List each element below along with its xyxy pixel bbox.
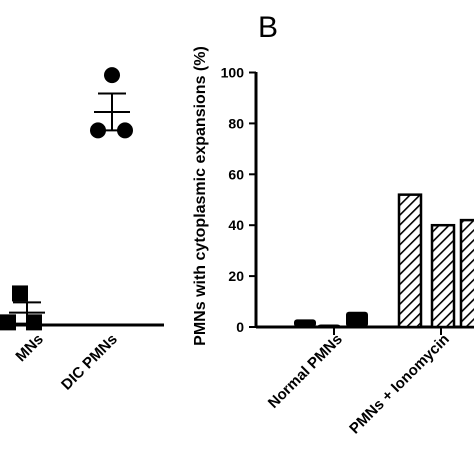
panel-b-bar-solid xyxy=(346,311,368,327)
panel-b-y-tick-label: 80 xyxy=(228,115,244,131)
panel-b-y-axis-title: PMNs with cytoplasmic expansions (%) xyxy=(192,46,209,346)
panel-b-bar-solid xyxy=(318,324,340,327)
panel-b-y-ticks: 0 20 40 60 80 100 xyxy=(221,65,256,335)
panel-b-y-tick-label: 40 xyxy=(228,217,244,233)
panel-b-bar-chart: B PMNs with cytoplasmic expansions (%) 0… xyxy=(192,11,474,437)
panel-b-letter: B xyxy=(258,11,278,44)
panel-b-bars xyxy=(294,193,474,329)
panel-b-category-label-ionomycin: PMNs + Ionomycin xyxy=(346,331,453,438)
panel-a-point-square xyxy=(12,285,28,302)
panel-b-y-tick-label: 60 xyxy=(228,166,244,182)
panel-a-category-label-dic: DIC PMNs xyxy=(58,331,121,394)
panel-b-bar-solid xyxy=(294,319,316,327)
panel-b-y-tick-label: 20 xyxy=(228,268,244,284)
panel-a-point-square xyxy=(26,314,42,331)
panel-a-point-circle xyxy=(104,67,120,84)
panel-a-marks xyxy=(0,67,133,331)
panel-a-point-square xyxy=(0,314,16,331)
panel-a-category-label-normal: MNs xyxy=(12,331,46,365)
panel-b-bar-hatched xyxy=(430,223,456,329)
panel-b-bar-hatched xyxy=(459,218,474,329)
panel-a-scatter: MNs DIC PMNs xyxy=(0,67,164,394)
panel-b-y-tick-label: 100 xyxy=(221,65,245,81)
panel-b-bar-hatched xyxy=(397,193,423,329)
panel-b-category-label-normal: Normal PMNs xyxy=(265,331,346,412)
panel-b-y-tick-label: 0 xyxy=(236,319,244,335)
